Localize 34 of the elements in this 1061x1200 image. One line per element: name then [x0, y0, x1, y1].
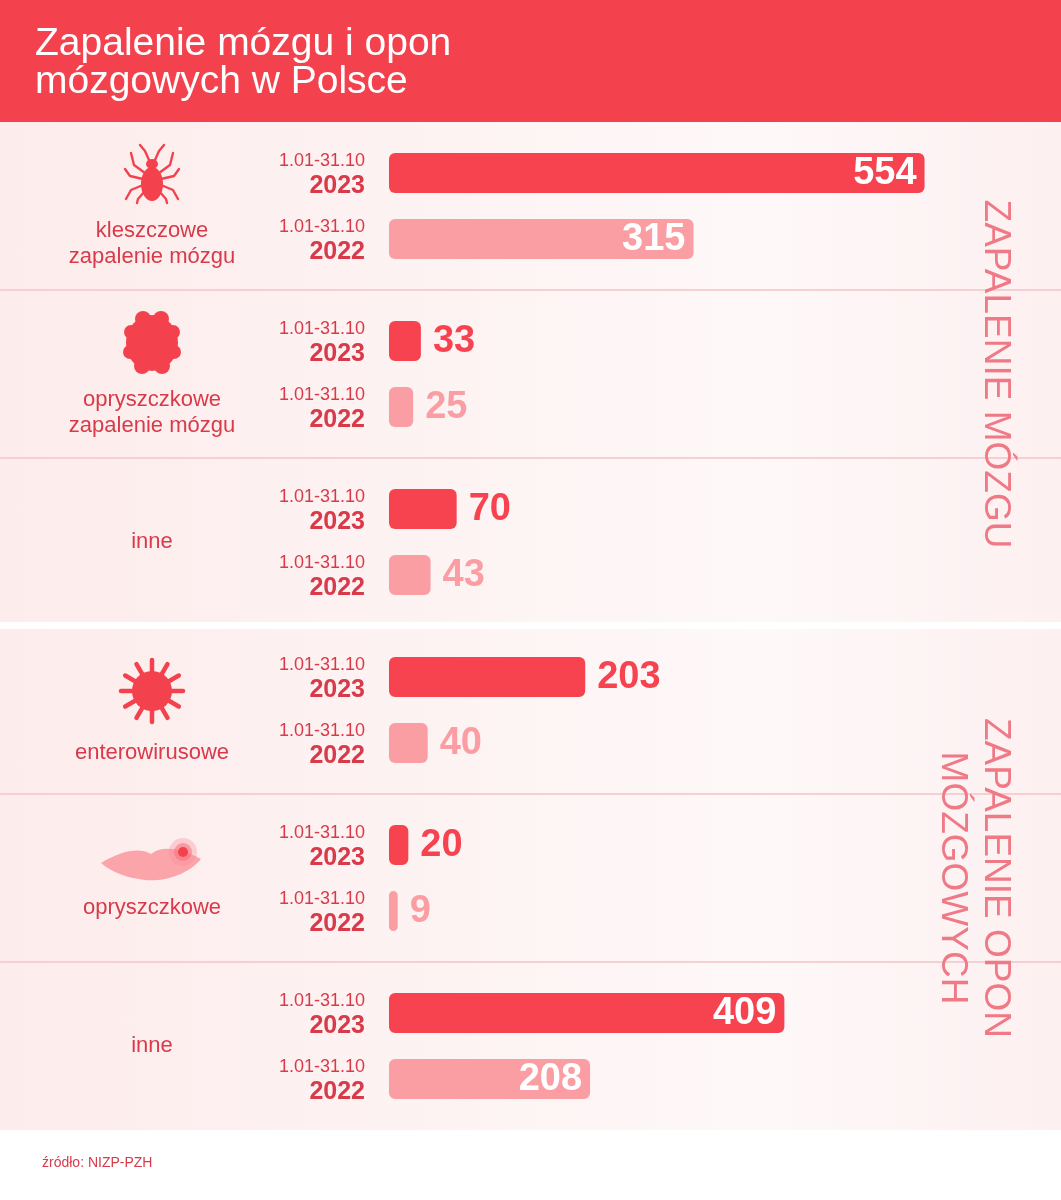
data-label: 409 — [712, 990, 777, 1033]
text: 1.01-31.10 2022 — [278, 383, 365, 432]
text: źródło: NIZP-PZH — [42, 1153, 153, 1170]
data-label: 208 — [518, 1056, 583, 1099]
series-label: 1.01-31.10 2023 — [278, 149, 365, 198]
text: 1.01-31.10 2022 — [278, 887, 365, 936]
data-label: 203 — [597, 654, 661, 697]
text: 1.01-31.10 2023 — [278, 653, 365, 702]
text: 1.01-31.10 2022 — [278, 1055, 365, 1104]
y-tick-label: opryszczkowe — [82, 893, 222, 919]
y-tick-label: inne — [131, 528, 173, 554]
text: 1.01-31.10 2023 — [278, 485, 365, 534]
y-tick-label: kleszczowe zapalenie mózgu — [68, 216, 236, 268]
y-tick-label: inne — [131, 1032, 173, 1058]
text: 1.01-31.10 2023 — [278, 821, 365, 870]
y-tick-label: enterowirusowe — [74, 738, 230, 764]
chart-title: Zapalenie mózgu i opon mózgowych w Polsce — [35, 20, 453, 101]
data-label: 25 — [425, 384, 468, 427]
y-tick-label: opryszczkowe zapalenie mózgu — [68, 385, 236, 437]
data-label: 554 — [853, 150, 917, 193]
text: ZAPALENIE OPON MÓZGOWYCH — [933, 717, 1018, 1039]
text: 1.01-31.10 2022 — [278, 719, 365, 768]
data-label: 33 — [432, 318, 476, 361]
data-label: 40 — [439, 720, 482, 763]
text: 1.01-31.10 2022 — [278, 551, 365, 600]
data-label: 43 — [442, 552, 485, 595]
data-label: 315 — [622, 216, 686, 259]
text: 1.01-31.10 2023 — [278, 317, 365, 366]
data-label: 9 — [409, 888, 431, 931]
series-label: 1.01-31.10 2022 — [278, 215, 365, 264]
text: 1.01-31.10 2023 — [278, 989, 365, 1038]
text: ZAPALENIE MÓZGU — [976, 199, 1018, 549]
data-label: 20 — [420, 822, 463, 865]
data-label: 70 — [468, 486, 511, 529]
